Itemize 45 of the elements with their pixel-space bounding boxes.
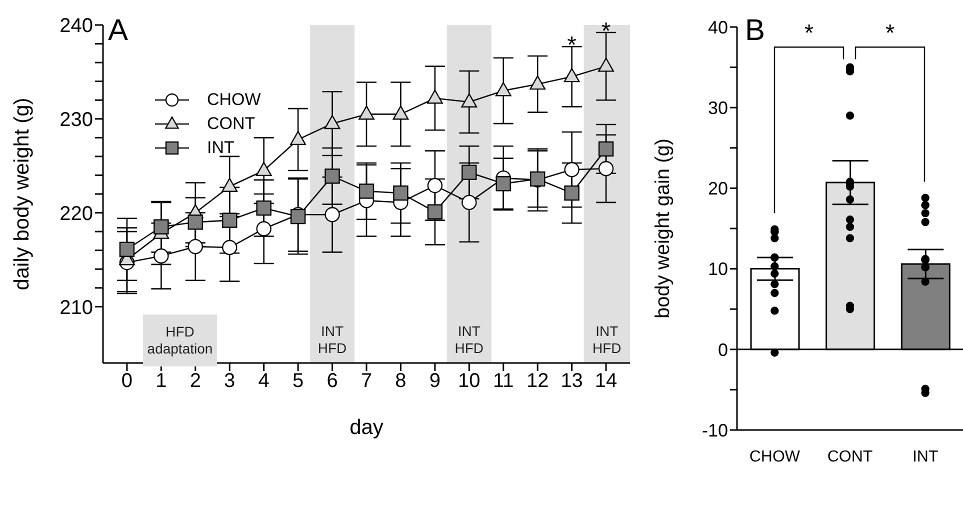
y-tick-label: 20 (708, 178, 728, 199)
y-tick-label: 230 (60, 108, 93, 131)
x-tick-label: 3 (224, 370, 236, 392)
y-tick-label: 240 (60, 15, 93, 38)
shaded-box: HFD adaptation (143, 314, 217, 366)
x-tick-label: 1 (156, 370, 167, 392)
x-tick-label: 8 (395, 370, 406, 392)
x-tick-label: CHOW (749, 448, 801, 466)
legend-label: CHOW (207, 90, 261, 110)
x-tick-label: 9 (429, 370, 441, 392)
x-tick-label: 14 (594, 370, 618, 392)
y-tick-label: -10 (702, 420, 728, 440)
y-axis-title: daily body weight (g) (10, 98, 34, 290)
x-tick-label: 13 (560, 370, 583, 392)
y-tick-label: 10 (708, 259, 728, 280)
x-tick-label: 6 (326, 370, 338, 392)
y-tick-label: 220 (60, 202, 93, 225)
chart-title: B (745, 14, 766, 48)
y-tick-label: 0 (718, 340, 728, 360)
annotation: * (601, 18, 611, 45)
x-tick-label: CONT (827, 448, 873, 466)
chart-title: A (108, 14, 128, 48)
annotation: * (567, 32, 576, 59)
y-tick-label: 30 (708, 98, 728, 118)
x-tick-label: 5 (292, 370, 304, 392)
x-tick-label: 2 (190, 370, 201, 392)
x-tick-label: 12 (526, 370, 549, 392)
annotation: * (885, 20, 895, 48)
band-label: INT HFD (318, 323, 347, 356)
legend-label: INT (207, 138, 234, 158)
x-tick-label: 10 (458, 370, 480, 392)
y-tick-label: 210 (60, 296, 93, 319)
y-tick-label: 40 (708, 17, 728, 38)
x-tick-label: 7 (360, 370, 372, 392)
band-label: INT HFD (592, 323, 622, 356)
x-tick-label: 0 (121, 370, 133, 392)
x-tick-label: 11 (493, 370, 514, 392)
x-axis-title: day (350, 416, 384, 439)
band-label: INT HFD (454, 323, 484, 356)
y-axis-title: body weight gain (g) (652, 138, 674, 319)
x-tick-label: 4 (258, 370, 270, 392)
annotation: HFD adaptation (147, 323, 213, 356)
annotation: * (804, 20, 814, 48)
x-tick-label: INT (912, 448, 938, 466)
legend-label: CONT (207, 114, 256, 134)
